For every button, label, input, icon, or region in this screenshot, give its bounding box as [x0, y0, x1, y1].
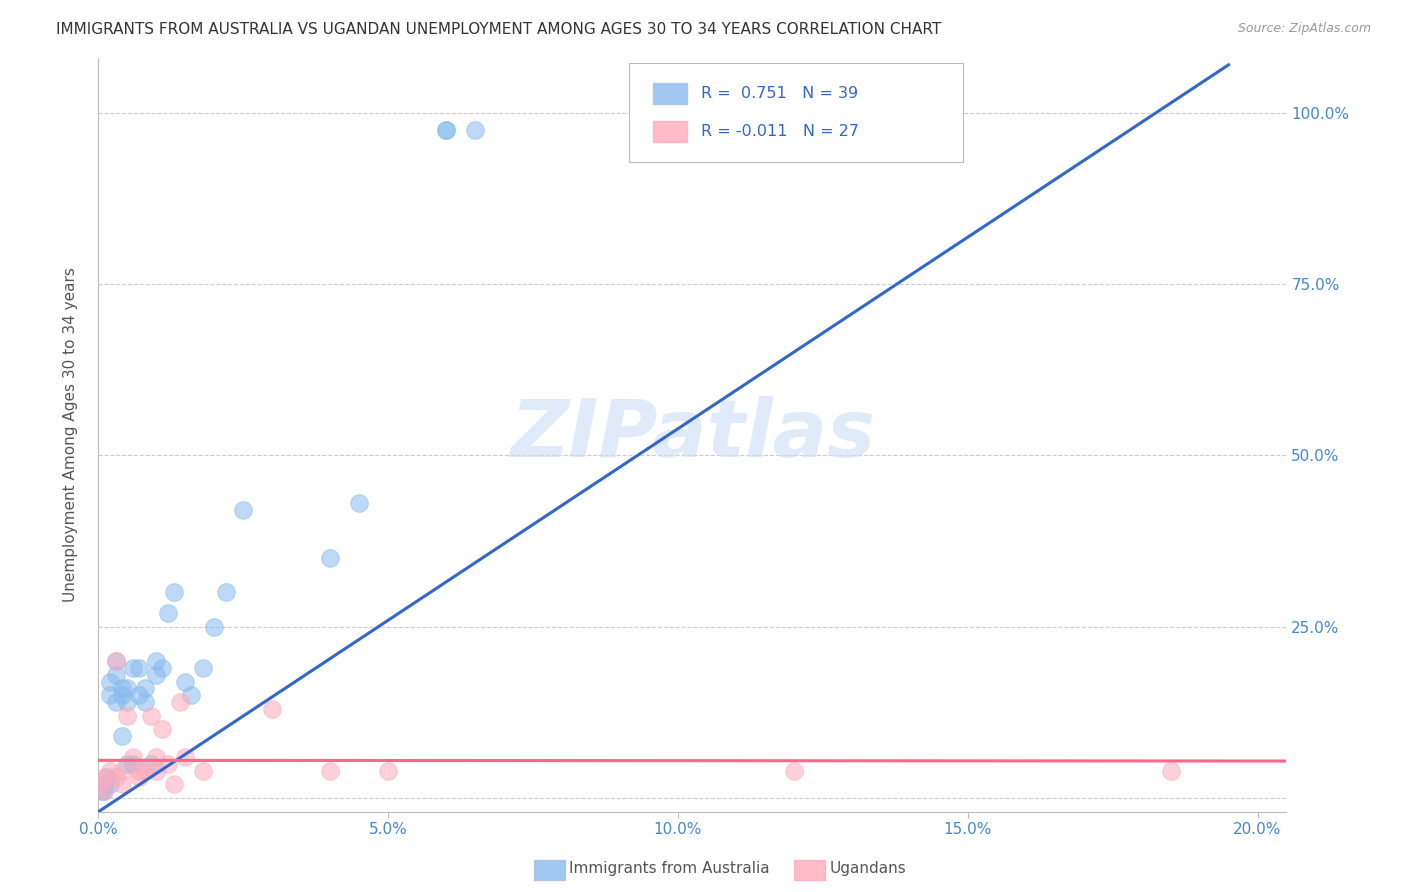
Point [117, 681, 139, 696]
Point [110, 730, 132, 744]
Point [104, 654, 127, 668]
Point [163, 777, 186, 791]
Point [174, 750, 197, 764]
Point [783, 764, 806, 778]
Point [145, 764, 167, 778]
Point [90, 784, 112, 798]
Point [89, 777, 111, 791]
Text: Ugandans: Ugandans [830, 862, 907, 876]
Point [110, 688, 132, 702]
Point [377, 764, 399, 778]
Point [202, 620, 225, 634]
Text: R = -0.011   N = 27: R = -0.011 N = 27 [700, 124, 859, 138]
Point [347, 496, 370, 510]
Point [104, 695, 127, 709]
Point [191, 661, 214, 675]
Point [128, 661, 150, 675]
Point [232, 503, 254, 517]
Point [98, 777, 121, 791]
Point [128, 771, 150, 785]
Point [139, 708, 162, 723]
Point [156, 756, 179, 771]
Point [215, 585, 238, 599]
Point [122, 750, 145, 764]
Point [169, 695, 191, 709]
Text: R =  0.751   N = 39: R = 0.751 N = 39 [700, 86, 858, 101]
Point [191, 764, 214, 778]
Point [163, 585, 186, 599]
Bar [654, 120, 686, 142]
Point [110, 777, 132, 791]
Point [464, 123, 486, 137]
Point [319, 764, 342, 778]
Point [104, 654, 127, 668]
Point [262, 702, 284, 716]
Point [96, 771, 118, 785]
Point [150, 723, 173, 737]
Point [434, 123, 457, 137]
Point [93, 777, 115, 791]
Point [128, 764, 150, 778]
Point [134, 695, 156, 709]
Point [110, 681, 132, 696]
Point [110, 764, 132, 778]
Point [98, 674, 121, 689]
Point [93, 771, 115, 785]
Text: ZIPatlas: ZIPatlas [510, 396, 875, 474]
Point [150, 661, 173, 675]
Text: Source: ZipAtlas.com: Source: ZipAtlas.com [1237, 22, 1371, 36]
Y-axis label: Unemployment Among Ages 30 to 34 years: Unemployment Among Ages 30 to 34 years [63, 268, 77, 602]
FancyBboxPatch shape [630, 63, 963, 162]
Text: Immigrants from Australia: Immigrants from Australia [569, 862, 770, 876]
Point [180, 688, 202, 702]
Point [93, 784, 115, 798]
Bar [654, 83, 686, 104]
Point [174, 674, 197, 689]
Point [156, 606, 179, 620]
Point [134, 681, 156, 696]
Point [93, 784, 115, 798]
Point [434, 123, 457, 137]
Point [104, 771, 127, 785]
Point [117, 756, 139, 771]
Point [117, 708, 139, 723]
Point [117, 695, 139, 709]
Point [319, 551, 342, 566]
Point [134, 764, 156, 778]
Point [104, 667, 127, 681]
Point [128, 688, 150, 702]
Text: IMMIGRANTS FROM AUSTRALIA VS UGANDAN UNEMPLOYMENT AMONG AGES 30 TO 34 YEARS CORR: IMMIGRANTS FROM AUSTRALIA VS UGANDAN UNE… [56, 22, 942, 37]
Point [122, 661, 145, 675]
Point [98, 764, 121, 778]
Point [122, 756, 145, 771]
Point [139, 756, 162, 771]
Point [145, 750, 167, 764]
Point [98, 688, 121, 702]
Point [145, 667, 167, 681]
Point [145, 654, 167, 668]
Point [1160, 764, 1182, 778]
